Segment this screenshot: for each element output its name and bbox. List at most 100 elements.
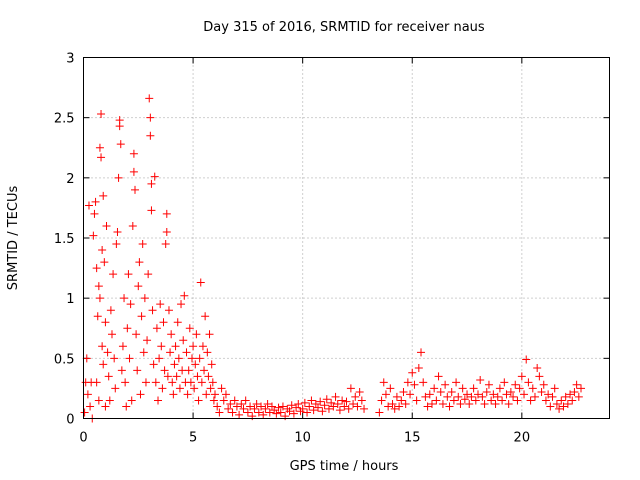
- data-point: [517, 372, 526, 381]
- data-point: [421, 392, 430, 401]
- data-point: [357, 396, 366, 405]
- data-point: [316, 397, 325, 406]
- data-point: [197, 378, 206, 387]
- data-point: [198, 342, 207, 351]
- data-point: [289, 409, 298, 418]
- data-point: [320, 401, 329, 410]
- data-point: [491, 400, 500, 409]
- data-point: [515, 384, 524, 393]
- data-point: [572, 380, 581, 389]
- data-point: [116, 140, 125, 149]
- data-point: [346, 384, 355, 393]
- data-point: [86, 402, 95, 411]
- data-point: [146, 131, 155, 140]
- data-point: [215, 408, 224, 417]
- data-point: [160, 366, 169, 375]
- data-point: [118, 342, 127, 351]
- y-tick-label: 1: [66, 292, 74, 307]
- data-point: [152, 324, 161, 333]
- data-point: [342, 397, 351, 406]
- data-point: [143, 336, 152, 345]
- data-point: [544, 390, 553, 399]
- data-point: [131, 185, 140, 194]
- data-point: [239, 404, 248, 413]
- x-tick-label: 0: [79, 431, 87, 446]
- data-point: [333, 400, 342, 409]
- data-point: [200, 366, 209, 375]
- data-point: [550, 384, 559, 393]
- data-point: [307, 396, 316, 405]
- data-point: [209, 396, 218, 405]
- data-point: [344, 404, 353, 413]
- data-point: [95, 294, 104, 303]
- data-point: [425, 390, 434, 399]
- data-point: [467, 392, 476, 401]
- data-point: [134, 282, 143, 291]
- data-point: [191, 360, 200, 369]
- data-point: [274, 403, 283, 412]
- data-point: [104, 372, 113, 381]
- data-point: [417, 348, 426, 357]
- y-tick-label: 1.5: [54, 232, 75, 247]
- data-point: [480, 400, 489, 409]
- data-point: [129, 149, 138, 158]
- data-point: [557, 396, 566, 405]
- data-point: [541, 396, 550, 405]
- data-point: [377, 396, 386, 405]
- data-point: [149, 360, 158, 369]
- data-point: [322, 395, 331, 404]
- data-point: [109, 270, 118, 279]
- data-point: [243, 408, 252, 417]
- data-point: [331, 392, 340, 401]
- data-point: [224, 404, 233, 413]
- data-point: [241, 396, 250, 405]
- data-point: [399, 388, 408, 397]
- data-point: [294, 400, 303, 409]
- data-point: [174, 354, 183, 363]
- data-point: [535, 372, 544, 381]
- data-point: [257, 402, 266, 411]
- data-point: [489, 390, 498, 399]
- data-point: [438, 400, 447, 409]
- y-axis-label: SRMTID / TECUs: [6, 186, 21, 291]
- data-point: [513, 396, 522, 405]
- data-point: [92, 264, 101, 273]
- data-point: [97, 110, 106, 119]
- data-point: [92, 378, 101, 387]
- data-point: [487, 396, 496, 405]
- data-point: [272, 409, 281, 418]
- data-point: [207, 360, 216, 369]
- data-point: [355, 388, 364, 397]
- data-point: [500, 378, 509, 387]
- data-point: [495, 384, 504, 393]
- data-point: [82, 354, 91, 363]
- data-point: [552, 400, 561, 409]
- data-point: [137, 312, 146, 321]
- data-point: [205, 330, 214, 339]
- data-point: [187, 354, 196, 363]
- data-point: [511, 380, 520, 389]
- data-point: [577, 384, 586, 393]
- data-point: [162, 209, 171, 218]
- data-point: [445, 402, 454, 411]
- data-point: [156, 300, 165, 309]
- data-point: [138, 240, 147, 249]
- data-point: [121, 378, 130, 387]
- data-point: [454, 392, 463, 401]
- data-point: [226, 400, 235, 409]
- data-point: [91, 197, 100, 206]
- y-tick-label: 0.5: [54, 352, 75, 367]
- data-point: [192, 330, 201, 339]
- data-point: [392, 392, 401, 401]
- data-point: [469, 384, 478, 393]
- data-point: [430, 384, 439, 393]
- y-tick-label: 3: [66, 52, 74, 67]
- data-point: [533, 363, 542, 372]
- data-point: [463, 390, 472, 399]
- data-point: [159, 318, 168, 327]
- data-point: [318, 407, 327, 416]
- data-point: [111, 384, 120, 393]
- data-point: [434, 372, 443, 381]
- data-point: [408, 368, 417, 377]
- data-point: [93, 312, 102, 321]
